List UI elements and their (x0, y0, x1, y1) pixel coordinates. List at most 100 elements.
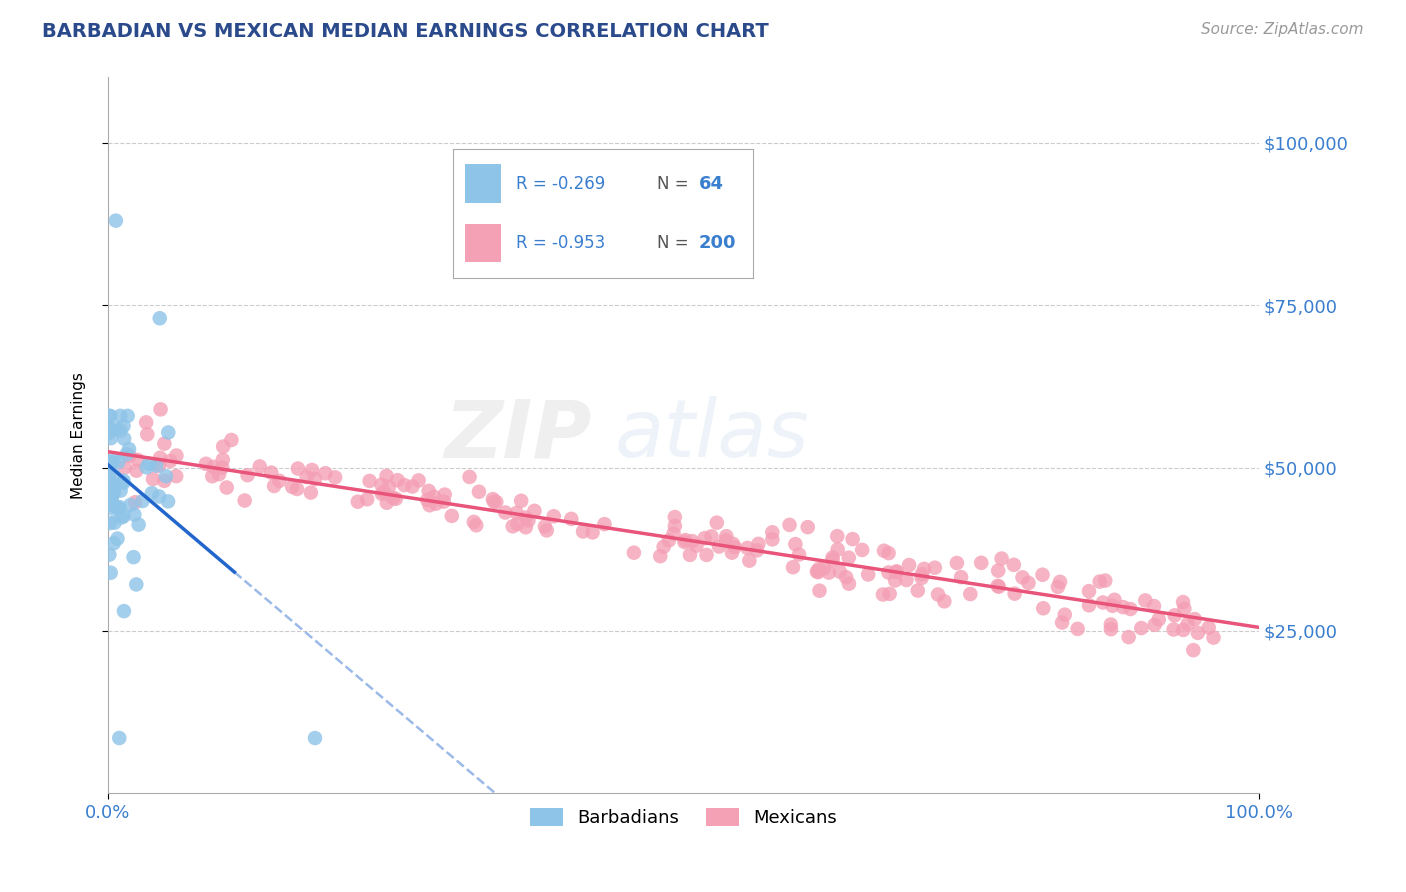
Point (115, 447, 138, 461)
Point (112, 475, 135, 490)
Point (779, 517, 801, 532)
Point (387, 473, 409, 487)
Point (1118, 630, 1140, 644)
Point (696, 548, 718, 562)
Point (101, 490, 124, 504)
Point (100, 431, 122, 445)
Point (1182, 643, 1205, 657)
Point (359, 474, 381, 488)
Point (131, 494, 153, 508)
Point (560, 512, 582, 526)
Point (100, 423, 122, 437)
Point (120, 498, 142, 512)
Point (911, 571, 934, 585)
Point (370, 477, 392, 491)
Point (287, 461, 309, 475)
Point (98, 455, 121, 469)
Point (149, 311, 172, 326)
Point (97, 409, 120, 423)
Point (1032, 601, 1054, 615)
Point (323, 470, 346, 484)
Point (879, 587, 901, 601)
Point (1088, 574, 1111, 589)
Point (534, 519, 557, 533)
Point (221, 433, 243, 447)
Point (463, 515, 485, 529)
Point (1031, 567, 1053, 582)
Point (269, 474, 291, 488)
Point (806, 565, 828, 579)
Point (112, 604, 135, 618)
Point (828, 565, 851, 579)
Point (263, 479, 285, 493)
Point (97, 457, 120, 471)
Point (877, 566, 900, 580)
Point (1099, 622, 1122, 636)
Point (761, 533, 783, 547)
Point (884, 574, 907, 588)
Point (141, 486, 163, 500)
Point (103, 483, 125, 497)
Point (515, 510, 537, 524)
Point (285, 482, 308, 496)
Point (747, 537, 769, 551)
Point (142, 472, 165, 486)
Point (1198, 621, 1220, 635)
Point (124, 508, 146, 522)
Point (517, 513, 540, 527)
Point (1173, 623, 1195, 637)
Point (482, 492, 505, 507)
Point (707, 540, 730, 554)
Point (1004, 587, 1026, 601)
Point (1104, 592, 1126, 607)
Point (1094, 574, 1116, 588)
Point (838, 550, 860, 565)
Point (165, 449, 187, 463)
Point (724, 540, 747, 554)
Point (211, 460, 233, 475)
Point (100, 566, 122, 580)
Point (135, 416, 157, 430)
Point (103, 485, 125, 500)
Point (149, 450, 172, 465)
Point (898, 558, 921, 572)
Point (1078, 584, 1101, 599)
Point (807, 565, 830, 579)
Point (110, 483, 132, 498)
Point (100, 455, 122, 469)
Point (593, 517, 616, 532)
Point (737, 541, 759, 555)
Text: Source: ZipAtlas.com: Source: ZipAtlas.com (1201, 22, 1364, 37)
Point (543, 509, 565, 524)
Point (104, 213, 127, 227)
Point (127, 453, 149, 467)
Point (108, 500, 131, 514)
Point (706, 516, 728, 530)
Point (195, 457, 218, 471)
Point (581, 525, 603, 540)
Point (510, 493, 533, 508)
Point (112, 509, 135, 524)
Point (1163, 623, 1185, 637)
Point (1163, 608, 1185, 623)
Point (827, 542, 849, 557)
Point (104, 422, 127, 436)
Point (886, 565, 908, 579)
Point (202, 459, 225, 474)
Point (827, 529, 849, 543)
Point (700, 529, 723, 543)
Point (946, 556, 969, 570)
Point (314, 467, 336, 481)
Point (433, 487, 456, 501)
Point (135, 460, 157, 475)
Point (103, 536, 125, 550)
Point (157, 425, 180, 440)
Point (835, 570, 858, 584)
Point (623, 546, 645, 560)
Point (515, 520, 537, 534)
Point (408, 474, 430, 488)
Point (124, 495, 146, 509)
Point (821, 553, 844, 567)
Point (1066, 622, 1088, 636)
Point (416, 493, 439, 508)
